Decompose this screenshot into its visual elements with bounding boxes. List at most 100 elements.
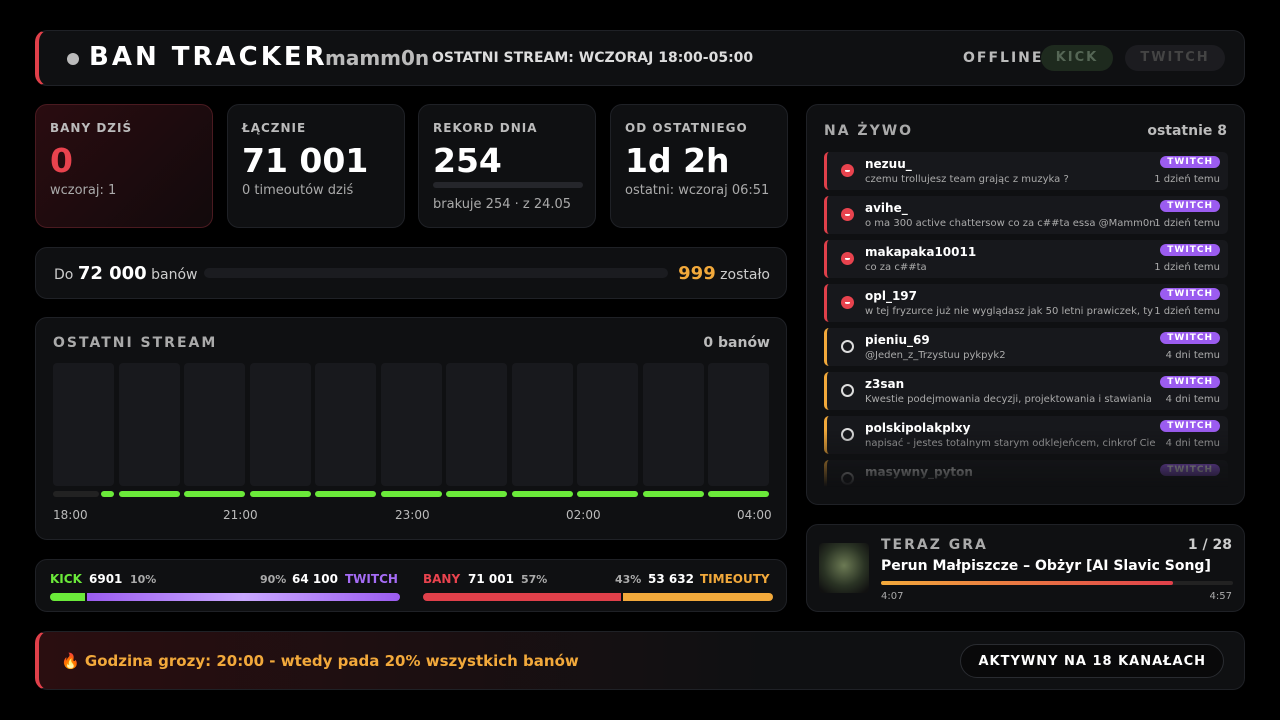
feed-item: masywny_pyton TWITCH [824,460,1228,487]
channels[interactable]: AKTYWNY NA 18 KANAŁACH [960,644,1224,678]
username: makapaka10011 [865,245,977,259]
hour-column [446,363,507,486]
time-ago: 1 dzień temu [1154,218,1220,229]
stat-card: OD OSTATNIEGO 1d 2h ostatni: wczoraj 06:51 [610,104,788,228]
remaining-label: zostało [720,267,770,283]
time-label: 18:00 [53,508,88,522]
app-title: BAN TRACKER [89,42,328,72]
time-ago: 1 dzień temu [1154,262,1220,273]
username: pieniu_69 [865,333,930,347]
message: @Jeden_z_Trzystuu pykpyk2 [865,350,1006,361]
message: co za c##ta [865,262,927,273]
feed-item: polskipolakplxy napisać - jestes totalnym… [824,416,1228,454]
timeouts-share: 43% [615,573,642,586]
bans-bar [423,593,621,601]
platform-badge: TWITCH [1160,200,1220,212]
feed-panel: NA ŻYWO ostatnie 8 nezuu_ czemu trollujes… [806,104,1245,505]
time-ago: 4 dni temu [1165,438,1220,449]
stat-label: REKORD DNIA [433,121,538,135]
feed-title: NA ŻYWO [824,123,914,139]
goal-prefix: Do [54,267,74,283]
username: nezuu_ [865,157,912,171]
ban-icon [841,252,854,265]
goal-panel: Do 72 000 banów 999 zostało [35,247,787,299]
message: o ma 300 active chattersow co za c##ta e… [865,218,1155,229]
stream-title: OSTATNI STREAM [53,335,218,351]
record-track [433,182,583,188]
now-playing: TERAZ GRA 1 / 28 Perun Małpiszcze – Obży… [806,524,1245,612]
message: Kwestie podejmowania decyzji, projektowa… [865,394,1152,405]
goal-text: Do 72 000 banów [54,263,198,284]
hour-column [249,363,311,486]
stat-value: 254 [433,141,502,180]
hour-column [315,363,376,486]
stat-value: 0 [50,141,73,180]
time-label: 21:00 [223,508,258,522]
time-ago: 4 dni temu [1165,394,1220,405]
activity-segment [642,491,704,497]
timeout-icon [841,472,854,485]
username: masywny_pyton [865,465,973,479]
channel: mamm0n [325,46,430,70]
stat-label: ŁĄCZNIE [242,121,307,135]
twitch-bar [87,593,400,601]
feed-item: nezuu_czemu trollujesz team grając z muz… [824,152,1228,190]
platform-badge: TWITCH [1160,332,1220,344]
time-label: 23:00 [395,508,430,522]
hour-column [708,363,769,486]
status-dot [67,53,79,65]
message: czemu trollujesz team grając z muzyka ? [865,174,1069,185]
twitch-share: 90% [260,573,287,586]
feed-item: z3san Kwestie podejmowania decyzji, proje… [824,372,1228,410]
message: napisać - jestes totalnym starym odkleje… [865,438,1155,449]
stream-total: 0 banów [703,335,770,351]
stat-label: BANY DZIŚ [50,121,133,135]
header: BAN TRACKER mamm0n OSTATNI STREAM: WCZOR… [35,30,1245,86]
stat-card: BANY DZIŚ 0 wczoraj: 1 [35,104,213,228]
insight: 🔥 Godzina grozy: 20:00 - wtedy pada 20% … [61,652,579,670]
activity-segment [577,491,638,497]
goal-target: 72 000 [77,263,147,284]
activity-track [53,491,99,497]
np-label: TERAZ GRA [881,537,988,553]
hour-column [118,363,180,486]
np-progress [881,581,1174,585]
remaining: 999 [678,263,716,284]
goal-track [204,268,668,278]
stat-sub: 0 timeoutów dziś [242,183,354,198]
time-ago: 4 dni temu [1165,350,1220,361]
twitch-count: 64 100 [292,572,338,586]
stat-sub: wczoraj: 1 [50,183,117,198]
timeout-icon [841,428,854,441]
activity-segment [184,491,245,497]
platform-badge: TWITCH [1160,244,1220,256]
activity-segment [511,491,573,497]
timeouts-bar [623,593,773,601]
kick-name: KICK [50,572,82,586]
kick-share: 10% [130,573,157,586]
platform-badge: TWITCH [1160,376,1220,388]
time-label: 02:00 [566,508,601,522]
twitch-name: TWITCH [345,572,398,586]
hour-column [53,363,114,486]
platform-badge: TWITCH [1160,288,1220,300]
username: avihe_ [865,201,908,215]
feed-list: nezuu_czemu trollujesz team grając z muz… [807,105,1244,487]
stat-sub: ostatni: wczoraj 06:51 [625,183,770,198]
cover [819,543,869,593]
activity-segment [249,491,311,497]
timeouts-count: 53 632 [648,572,694,586]
ban-icon [841,208,854,221]
time-ago: 1 dzień temu [1154,174,1220,185]
twitch-pill[interactable]: TWITCH [1125,45,1225,71]
hour-column [184,363,245,486]
bans-share: 57% [521,573,548,586]
kick-pill[interactable]: KICK [1041,45,1113,71]
message: w tej fryzurce już nie wyglądasz jak 50 … [865,306,1154,317]
activity-segment [118,491,180,497]
time-ago: 1 dzień temu [1154,306,1220,317]
np-elapsed: 4:07 [881,591,904,602]
feed-item: makapaka10011 co za c##ta TWITCH 1 dzień te… [824,240,1228,278]
stat-card: REKORD DNIA 254 brakuje 254 · z 24.05 [418,104,596,228]
